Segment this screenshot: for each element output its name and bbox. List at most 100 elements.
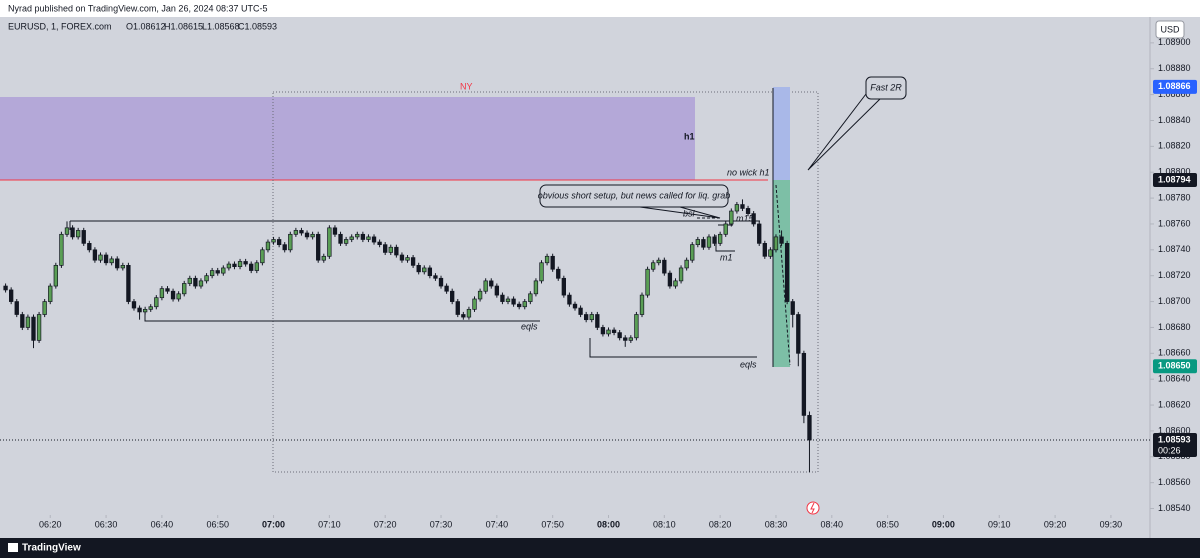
candle-body — [550, 255, 555, 270]
price-label-box — [1153, 359, 1197, 374]
stop-zone — [773, 87, 790, 180]
y-tick-label: 1.08600 — [1158, 425, 1191, 435]
candle-body — [729, 210, 734, 225]
candle-body — [360, 233, 366, 240]
candle-body — [500, 294, 505, 302]
candle-body — [410, 257, 416, 266]
candle-body — [678, 267, 684, 282]
price-label-box — [1153, 432, 1197, 457]
candle-body — [639, 294, 645, 315]
news-icon[interactable] — [806, 501, 820, 515]
candle-body — [343, 239, 349, 244]
candle-body — [572, 303, 578, 309]
x-tick-label: 08:20 — [709, 519, 732, 529]
candle-body — [701, 239, 706, 248]
candle-body — [489, 280, 494, 287]
candle-body — [371, 236, 377, 243]
x-tick-label: 08:40 — [821, 519, 844, 529]
currency[interactable]: USD — [1160, 24, 1180, 34]
candle-body — [556, 268, 561, 279]
ny-session-box — [272, 91, 819, 473]
candle-body — [87, 243, 92, 251]
symbol: EURUSD, 1, FOREX.com — [8, 21, 112, 31]
candle-body — [237, 261, 243, 267]
candle-body — [299, 230, 304, 234]
candle-body — [288, 233, 293, 251]
candle-body — [182, 283, 187, 295]
x-tick-label: 08:00 — [597, 519, 620, 529]
x-tick-label: 08:10 — [653, 519, 676, 529]
y-tick-label: 1.08660 — [1158, 348, 1191, 358]
candle-body — [310, 233, 315, 238]
brand: TradingView — [22, 543, 81, 554]
candle-body — [561, 277, 566, 296]
ohlc-low: L1.08568 — [202, 21, 240, 31]
candle-body — [215, 270, 220, 274]
candle-body — [9, 289, 14, 302]
candle-body — [584, 314, 589, 321]
candle-body — [751, 213, 756, 225]
candle-body — [142, 308, 148, 313]
y-tick-label: 1.08700 — [1158, 296, 1191, 306]
brand-logo — [8, 543, 18, 552]
candle-body — [332, 227, 338, 235]
x-tick-label: 07:40 — [486, 519, 509, 529]
candle-body — [187, 277, 192, 284]
candle-body — [511, 298, 516, 305]
y-tick-label: 1.08820 — [1158, 141, 1191, 151]
x-tick-label: 07:00 — [262, 519, 285, 529]
countdown: 00:26 — [1158, 445, 1181, 455]
candle-body — [14, 301, 19, 315]
eqls-label-1: eqls — [521, 321, 538, 331]
x-tick-label: 09:00 — [932, 519, 955, 529]
candle-body — [567, 294, 572, 305]
candle-body — [779, 236, 784, 244]
candle-body — [544, 255, 550, 264]
candle-body — [740, 204, 745, 209]
candle-body — [695, 239, 700, 246]
x-tick-label: 08:30 — [765, 519, 788, 529]
candle-body — [31, 316, 36, 341]
candle-body — [505, 298, 511, 302]
price-label: 1.08593 — [1158, 434, 1191, 444]
position-path — [775, 184, 791, 366]
candle-body — [126, 265, 131, 302]
price-label: 1.08866 — [1158, 81, 1191, 91]
y-tick-label: 1.08900 — [1158, 37, 1191, 47]
no-wick-label: no wick h1 — [727, 167, 770, 177]
y-tick-label: 1.08540 — [1158, 503, 1191, 513]
candle-body — [131, 301, 137, 309]
candle-body — [92, 249, 98, 261]
y-tick-label: 1.08880 — [1158, 63, 1191, 73]
top-bar — [0, 0, 1200, 17]
candle-body — [338, 233, 343, 244]
candle-body — [193, 277, 198, 287]
news-bolt — [810, 502, 815, 514]
candle-body — [717, 233, 723, 244]
candle-body — [20, 314, 25, 328]
currency-box[interactable] — [1155, 20, 1185, 39]
candle-body — [399, 254, 405, 261]
ohlc-high: H1.08615 — [164, 21, 203, 31]
candle-body — [293, 230, 299, 235]
candle-body — [450, 290, 455, 302]
candle-body — [170, 290, 176, 300]
m15-label: m15 — [736, 213, 755, 223]
candle-body — [768, 249, 773, 257]
session-label: NY — [460, 81, 473, 91]
h1-zone — [0, 97, 695, 180]
candle-body — [734, 204, 740, 212]
x-tick-label: 07:20 — [374, 519, 397, 529]
candle-body — [276, 239, 282, 246]
y-tick-label: 1.08760 — [1158, 218, 1191, 228]
candle-body — [254, 262, 259, 271]
callout-pointer — [639, 206, 721, 219]
candle-body — [260, 249, 265, 264]
candle-body — [483, 280, 488, 292]
x-tick-label: 06:40 — [151, 519, 174, 529]
price-label: 1.08650 — [1158, 361, 1191, 371]
candle-body — [712, 236, 717, 244]
y-tick-label: 1.08640 — [1158, 374, 1191, 384]
y-tick-label: 1.08800 — [1158, 167, 1191, 177]
candle-body — [650, 262, 656, 270]
